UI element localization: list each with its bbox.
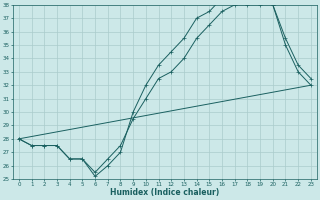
X-axis label: Humidex (Indice chaleur): Humidex (Indice chaleur) — [110, 188, 220, 197]
